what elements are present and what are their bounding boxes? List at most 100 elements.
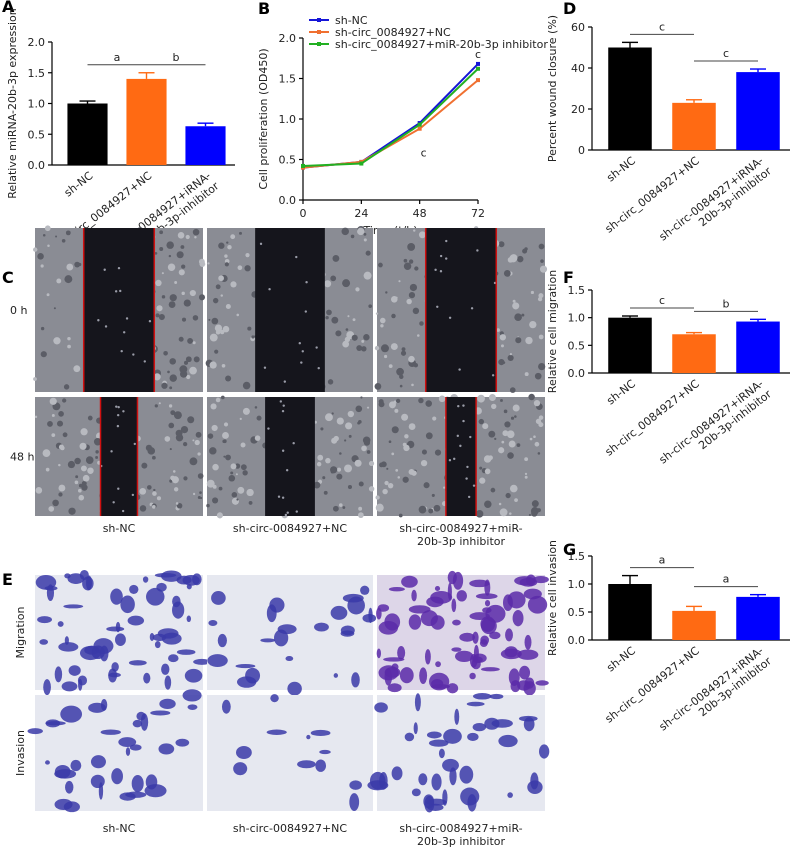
cell-texture (177, 231, 185, 239)
x-tick-label: 0 (300, 207, 307, 220)
cell-texture (211, 424, 218, 432)
stained-cell (129, 744, 142, 751)
cell-texture (421, 449, 427, 455)
floating-cell (448, 316, 452, 319)
cell-texture (221, 363, 226, 368)
stained-cell (434, 585, 441, 592)
stained-cell (388, 586, 405, 592)
floating-cell (286, 511, 289, 514)
bar (672, 610, 716, 640)
cell-texture (169, 386, 173, 390)
cell-texture (186, 374, 191, 380)
stained-cell (120, 595, 135, 614)
cell-texture (537, 296, 543, 302)
stained-cell (408, 605, 431, 614)
stained-cell (376, 648, 382, 659)
stained-cell (397, 645, 406, 660)
cell-texture (506, 430, 515, 439)
cell-texture (533, 435, 536, 439)
floating-cell (103, 268, 106, 271)
cell-texture (230, 281, 237, 288)
floating-cell (470, 307, 474, 310)
cell-texture (326, 309, 332, 316)
cell-texture (509, 484, 518, 493)
stained-cell (146, 587, 165, 606)
cell-texture (403, 262, 412, 270)
cell-texture (528, 513, 531, 517)
cell-texture (324, 280, 332, 288)
stained-cell (149, 632, 155, 641)
floating-cell (462, 404, 465, 407)
cell-texture (58, 484, 66, 492)
cell-texture (391, 313, 396, 319)
stained-cell (54, 769, 77, 779)
micrograph (33, 225, 206, 392)
stained-cell (161, 632, 182, 645)
cell-texture (537, 452, 541, 455)
stained-cell (512, 609, 524, 627)
floating-cell (458, 368, 461, 371)
cell-texture (540, 259, 544, 263)
cell-texture (197, 473, 204, 479)
floating-cell (117, 487, 120, 490)
legend-marker (317, 18, 321, 22)
cell-texture (531, 510, 538, 517)
cell-texture (509, 353, 513, 356)
cell-texture (95, 450, 99, 454)
cell-texture (434, 449, 442, 456)
cell-texture (355, 287, 360, 292)
cell-texture (145, 444, 153, 451)
cell-texture (510, 416, 515, 420)
floating-cell (445, 257, 448, 260)
cell-texture (358, 420, 362, 424)
cell-texture (62, 432, 68, 438)
micrograph-bg (377, 695, 545, 811)
cell-texture (237, 265, 243, 271)
cell-texture (505, 492, 511, 499)
cell-texture (176, 502, 183, 509)
cell-texture (154, 404, 158, 408)
cell-texture (53, 337, 61, 345)
y-tick-label: 0 (578, 144, 585, 157)
cell-texture (199, 491, 202, 494)
y-tick-label: 0.5 (28, 128, 46, 141)
y-axis-label: Cell proliferation (OD450) (257, 48, 270, 189)
cell-texture (479, 477, 486, 484)
cell-texture (388, 440, 392, 444)
stained-cell (127, 615, 145, 626)
cell-texture (522, 248, 528, 254)
cell-texture (409, 283, 418, 292)
y-axis-label: Relative miRNA-20b-3p expression (6, 8, 19, 199)
cell-texture (508, 440, 516, 448)
cell-texture (361, 346, 367, 352)
stained-cell (449, 767, 457, 786)
cell-texture (347, 410, 355, 418)
stained-cell (518, 715, 538, 722)
cell-texture (331, 316, 339, 324)
cell-texture (161, 272, 164, 275)
bar (672, 334, 716, 373)
stained-cell (429, 672, 450, 691)
stained-cell (349, 793, 360, 812)
cell-texture (419, 321, 424, 326)
wound-gap (445, 397, 477, 516)
cell-texture (325, 457, 331, 464)
cell-texture (236, 313, 240, 317)
cell-texture (375, 495, 380, 500)
micrograph (207, 694, 373, 812)
cell-texture (87, 467, 94, 474)
floating-cell (285, 469, 289, 472)
cell-texture (33, 247, 38, 252)
stained-cell (374, 702, 388, 713)
cell-texture (153, 488, 156, 492)
cell-texture (169, 374, 177, 382)
cell-texture (256, 415, 262, 421)
cell-texture (218, 242, 225, 249)
stained-cell (132, 719, 143, 728)
wound-gap (100, 397, 138, 516)
significance-label: c (475, 48, 481, 61)
cell-texture (498, 447, 505, 454)
cell-texture (189, 457, 198, 466)
cell-texture (33, 377, 37, 381)
cell-texture (538, 334, 544, 340)
